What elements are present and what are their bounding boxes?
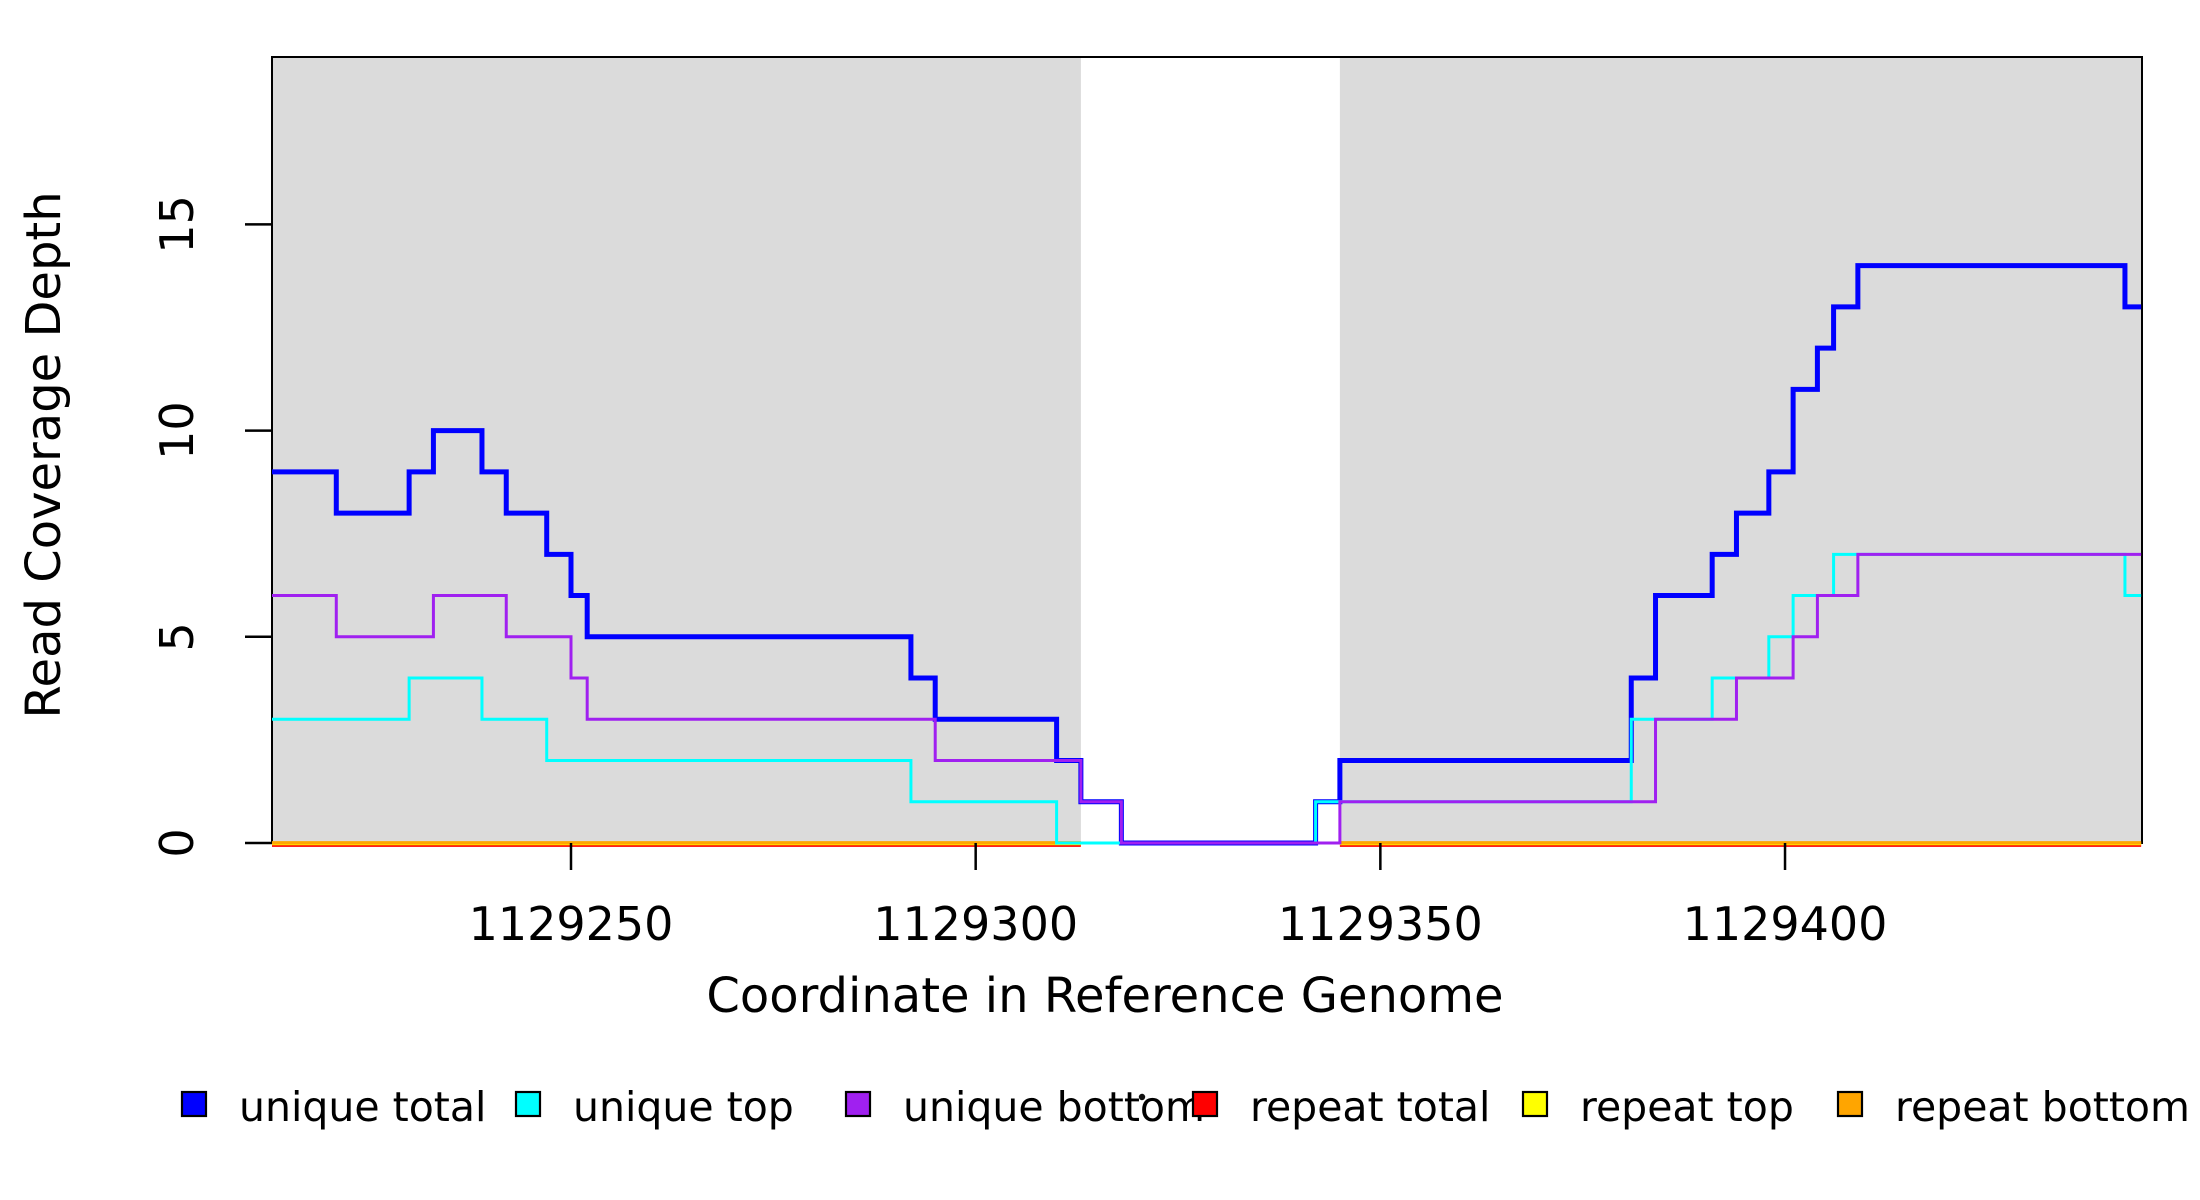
legend-swatch-icon [1521, 1090, 1549, 1118]
legend-label: repeat total [1250, 1083, 1490, 1131]
legend-label: repeat top [1580, 1083, 1794, 1131]
legend-label: unique total [239, 1083, 486, 1131]
legend-label: repeat bottom [1895, 1083, 2190, 1131]
x-tick-label: 1129350 [1278, 897, 1483, 951]
legend-swatch-icon [514, 1090, 542, 1118]
highlight-region [272, 57, 1081, 843]
legend-item-repeat-top: repeat top [1521, 1083, 1794, 1131]
chart-layers: 1129250 1129300 1129350 1129400 0 5 10 15 [150, 56, 2143, 951]
y-tick-label: 5 [150, 622, 204, 651]
y-tick-label: 15 [150, 195, 204, 254]
legend-swatch-icon [180, 1090, 208, 1118]
series-unique-bottom [272, 552, 2142, 845]
y-tick-label: 0 [150, 828, 204, 857]
y-tick-label: 10 [150, 401, 204, 460]
x-tick-label: 1129300 [873, 897, 1078, 951]
legend-swatch-icon [1836, 1090, 1864, 1118]
legend-label: unique bottom [903, 1083, 1205, 1131]
legend-item-unique-top: unique top [514, 1083, 794, 1131]
legend-item-unique-total: unique total [180, 1083, 486, 1131]
y-axis-title: Read Coverage Depth [16, 191, 72, 718]
x-axis-title: Coordinate in Reference Genome [706, 968, 1503, 1024]
x-tick-label: 1129400 [1683, 897, 1888, 951]
legend-label: unique top [573, 1083, 794, 1131]
x-tick-label: 1129250 [469, 897, 674, 951]
legend-item-repeat-total: repeat total [1191, 1083, 1490, 1131]
legend: unique total unique top unique bottom repea… [180, 1083, 2190, 1131]
stray-dot [1138, 1093, 1146, 1101]
legend-item-repeat-bottom: repeat bottom [1836, 1083, 2190, 1131]
highlight-region [1339, 57, 2142, 843]
legend-swatch-icon [1191, 1090, 1219, 1118]
legend-swatch-icon [844, 1090, 872, 1118]
legend-item-unique-bottom: unique bottom [844, 1083, 1205, 1131]
